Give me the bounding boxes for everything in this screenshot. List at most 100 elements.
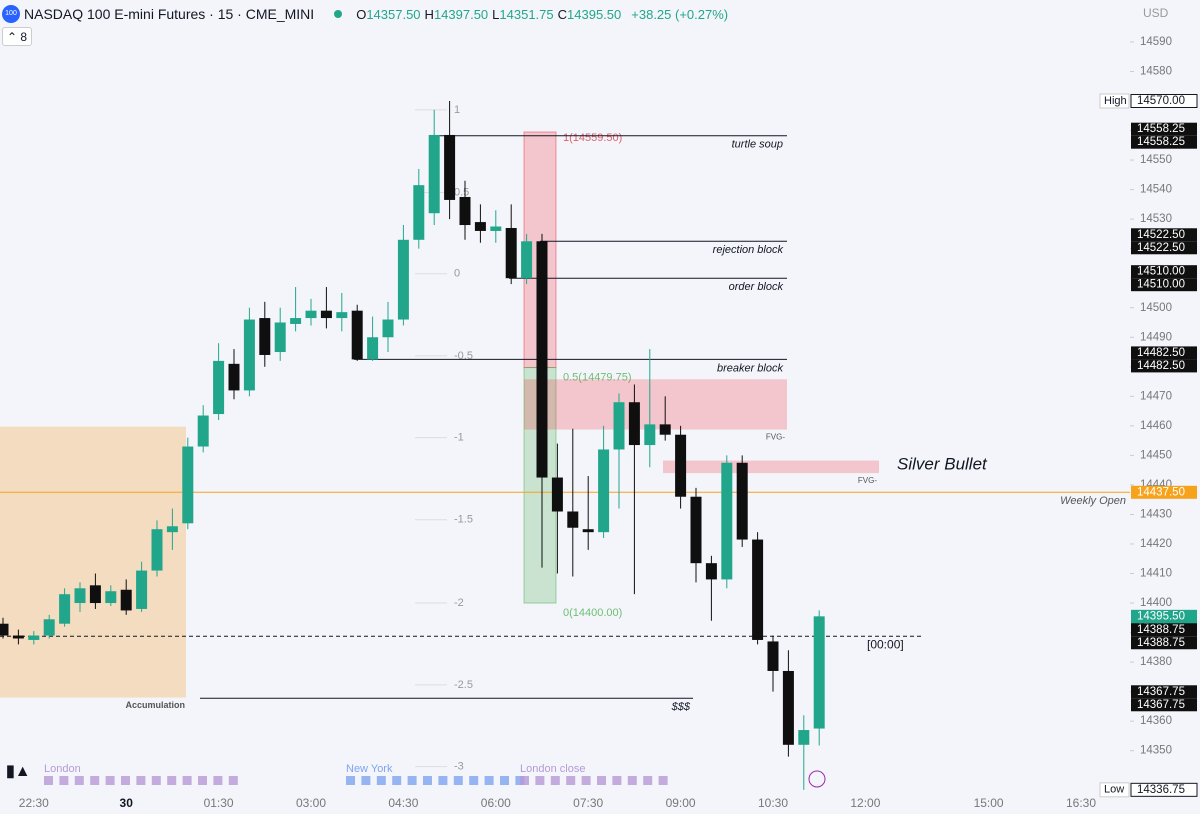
session-square	[520, 776, 529, 785]
price-tag-box	[1099, 782, 1130, 798]
x-tick-label: 16:30	[1066, 796, 1096, 810]
price-label: 14510.00	[1137, 266, 1185, 278]
ohlc-key: H	[424, 6, 434, 22]
price-label: 14482.50	[1137, 360, 1185, 372]
session-square	[627, 776, 637, 785]
candle-body	[413, 185, 425, 240]
fib-label: 0	[454, 268, 460, 280]
fib-label: -2	[454, 597, 464, 609]
price-label-box	[1131, 636, 1197, 650]
price-label: 14570.00	[1137, 95, 1185, 107]
candle-body	[166, 526, 178, 533]
price-label-box	[1130, 782, 1198, 797]
ohlc-key: L	[492, 6, 500, 22]
candle-body	[89, 585, 101, 604]
y-tick-label: 14400	[1140, 597, 1172, 609]
price-label-box	[1131, 685, 1197, 699]
session-name: New York	[346, 763, 393, 775]
ohlc-value: 14357.50	[366, 6, 421, 22]
candle-body	[567, 511, 579, 528]
price-tag-box	[1099, 93, 1130, 109]
price-label-box	[1131, 485, 1197, 499]
x-tick-label: 04:30	[388, 796, 418, 810]
ohlc-value: 14397.50	[433, 6, 489, 22]
fib-label: 1	[454, 104, 460, 116]
candle-body	[782, 670, 794, 745]
session-square	[59, 776, 69, 785]
price-label: 14336.75	[1137, 784, 1185, 796]
status-dot	[334, 10, 343, 18]
session-square	[515, 776, 525, 785]
symbol-title: NASDAQ 100 E-mini Futures · 15 · CME_MIN…	[24, 6, 315, 22]
candle-body	[274, 322, 286, 353]
candle-body	[12, 635, 24, 639]
session-square	[167, 776, 177, 785]
candle-body	[367, 337, 379, 360]
candle-body	[197, 415, 209, 447]
candle-body	[120, 589, 132, 611]
candle-body	[505, 227, 517, 279]
x-tick-label: 06:00	[481, 796, 511, 810]
weekly-open-label: Weekly Open	[1060, 495, 1126, 507]
y-tick-label: 14540	[1140, 184, 1172, 196]
candle-body	[752, 539, 764, 640]
price-tag: Low	[1104, 784, 1124, 796]
candle-body	[628, 402, 640, 446]
y-tick-label: 14520	[1140, 243, 1172, 255]
tv-logo: ▮▲	[6, 763, 31, 780]
ohlc: O14357.50 H14397.50 L14351.75 C14395.50	[356, 7, 625, 22]
price-label: 14558.25	[1137, 123, 1185, 135]
x-tick-label: 10:30	[758, 796, 788, 810]
fvg-label: FVG-	[766, 433, 785, 442]
candle-body	[490, 226, 502, 231]
session-square	[151, 776, 161, 785]
y-tick-label: 14530	[1140, 213, 1172, 225]
price-label-box	[1131, 228, 1197, 242]
session-square	[438, 776, 448, 785]
price-label: 14510.00	[1137, 279, 1185, 291]
y-tick-label: 14480	[1140, 361, 1172, 373]
session-square	[469, 776, 479, 785]
x-tick-label: 03:00	[296, 796, 326, 810]
y-tick-label: 14360	[1140, 715, 1172, 727]
fib-label: 0.5	[454, 186, 469, 198]
session-square	[228, 776, 238, 785]
ohlc-key: O	[356, 6, 367, 22]
liquidity-label: $$$	[671, 701, 691, 713]
session-square	[182, 776, 192, 785]
indicators-toggle[interactable]: ⌃ 8	[2, 27, 32, 46]
y-tick-label: 14590	[1140, 36, 1172, 48]
candle-body	[243, 319, 255, 391]
candle-body	[74, 588, 86, 604]
candle-body	[151, 529, 163, 571]
price-label-box	[1131, 265, 1197, 279]
x-tick-label: 12:00	[850, 796, 880, 810]
price-label-box	[1131, 359, 1197, 373]
session-square	[90, 776, 100, 785]
session-square	[423, 776, 432, 785]
candle-body	[813, 616, 825, 729]
session-square	[361, 776, 371, 785]
fib-label: -3	[454, 761, 464, 773]
candle-body	[551, 477, 563, 512]
currency[interactable]: USD	[1143, 6, 1169, 20]
price-label-box	[1131, 698, 1197, 712]
candle-body	[136, 570, 148, 609]
alert-icon	[808, 770, 826, 788]
session-name: London close	[520, 763, 585, 775]
y-tick-label: 14380	[1140, 656, 1172, 668]
x-tick-label: 07:30	[573, 796, 603, 810]
candle-body	[536, 241, 548, 478]
silver-bullet: Silver Bullet	[897, 454, 988, 473]
y-tick-label: 14580	[1140, 65, 1172, 77]
session-square	[407, 776, 417, 785]
candle-body	[320, 310, 332, 319]
session-square	[658, 776, 668, 785]
session-square	[535, 776, 545, 785]
price-tag: High	[1104, 95, 1127, 107]
candle-body	[690, 496, 702, 564]
candle-body	[598, 449, 610, 533]
candle-body	[798, 730, 810, 745]
range-upper	[523, 131, 557, 369]
range-label: 0.5(14479.75)	[563, 371, 632, 383]
